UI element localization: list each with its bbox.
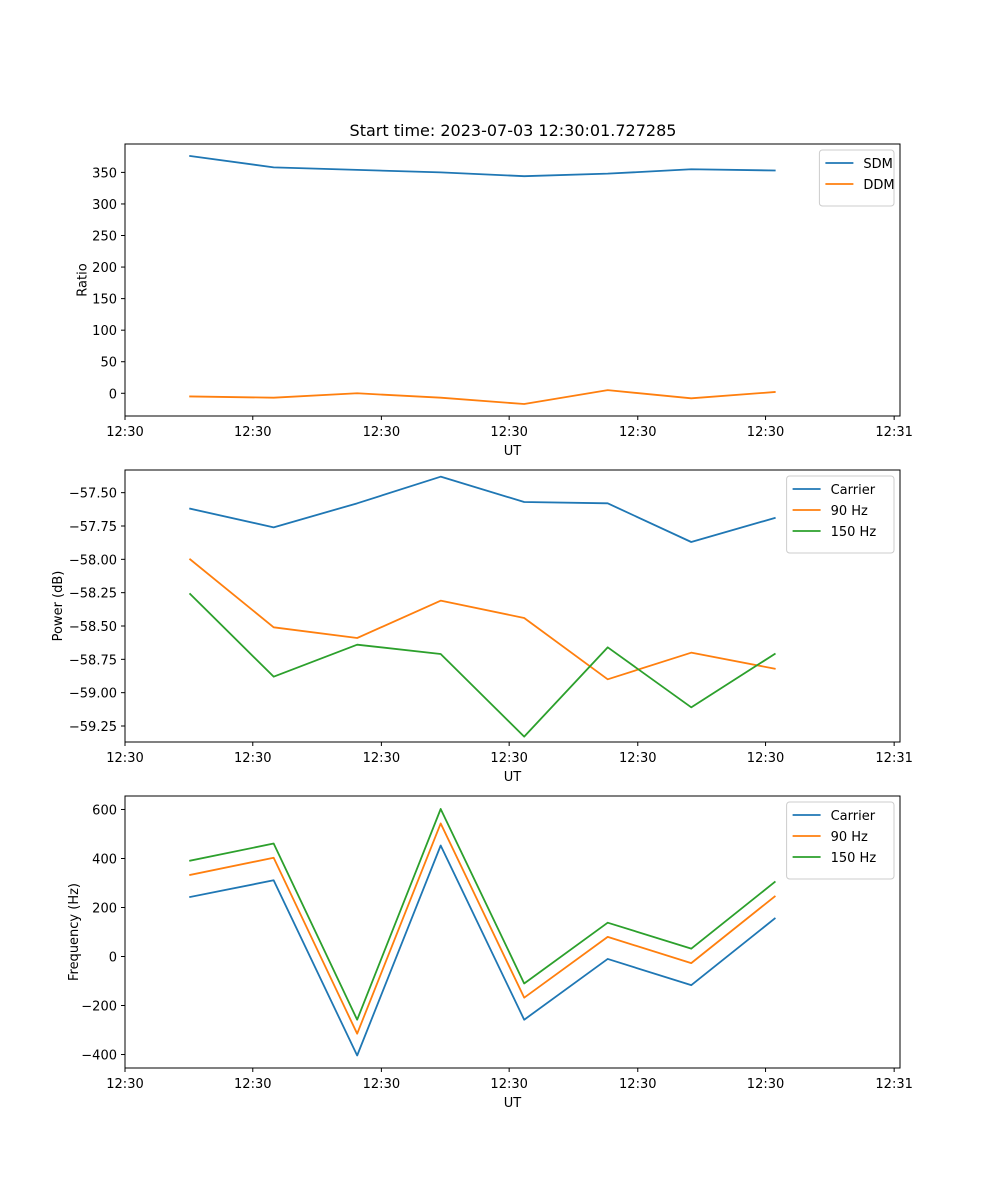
legend-label: 90 Hz xyxy=(831,504,868,519)
x-tick-label: 12:31 xyxy=(875,1077,912,1092)
legend-label: 150 Hz xyxy=(831,851,877,866)
y-tick-label: 0 xyxy=(109,951,117,966)
x-tick-label: 12:30 xyxy=(490,1077,527,1092)
series-line-90-hz xyxy=(188,558,776,681)
x-tick-label: 12:30 xyxy=(106,751,143,766)
figure-title: Start time: 2023-07-03 12:30:01.727285 xyxy=(350,121,677,140)
x-tick-label: 12:30 xyxy=(234,1077,271,1092)
chart-panel-3: 12:30 12:30 12:30 12:30 12:30 12:30 12:31 −400 −… xyxy=(67,795,913,1111)
y-tick-label: 350 xyxy=(92,166,117,181)
legend-label: DDM xyxy=(863,178,894,193)
legend-label: 90 Hz xyxy=(831,830,868,845)
series-line-150-hz xyxy=(189,808,776,1021)
legend-label: 150 Hz xyxy=(831,525,877,540)
y-tick-label: 0 xyxy=(109,387,117,402)
x-tick-label: 12:30 xyxy=(747,751,784,766)
y-tick-label: 250 xyxy=(92,230,117,245)
x-axis-label: UT xyxy=(504,1096,522,1111)
y-axis-label: Power (dB) xyxy=(51,571,66,642)
y-tick-label: −57.50 xyxy=(69,487,117,502)
x-tick-label: 12:30 xyxy=(363,425,400,440)
chart-panel-2: 12:30 12:30 12:30 12:30 12:30 12:30 12:31 −59.2… xyxy=(51,469,913,785)
legend-box xyxy=(818,149,895,207)
y-tick-label: 200 xyxy=(92,261,117,276)
x-tick-label: 12:30 xyxy=(234,751,271,766)
legend: Carrier 90 Hz 150 Hz xyxy=(786,801,895,880)
plot-frame xyxy=(124,469,901,743)
x-tick-label: 12:30 xyxy=(106,1077,143,1092)
y-tick-label: 600 xyxy=(92,803,117,818)
x-tick-label: 12:30 xyxy=(234,425,271,440)
y-tick-label: 200 xyxy=(92,901,117,916)
y-tick-label: −58.75 xyxy=(69,653,117,668)
y-tick-label: −59.00 xyxy=(69,687,117,702)
series-line-90-hz xyxy=(189,822,776,1035)
series-line-ddm xyxy=(189,389,776,405)
y-tick-label: −58.25 xyxy=(69,587,117,602)
plot-frame xyxy=(124,143,901,417)
x-tick-label: 12:30 xyxy=(747,425,784,440)
plot-frame xyxy=(124,795,901,1069)
legend: SDM DDM xyxy=(818,149,895,207)
y-tick-label: 300 xyxy=(92,198,117,213)
x-axis-label: UT xyxy=(504,444,522,459)
y-tick-label: 100 xyxy=(92,324,117,339)
y-tick-label: −57.75 xyxy=(69,520,117,535)
y-tick-label: 150 xyxy=(92,293,117,308)
series-line-150-hz xyxy=(188,592,776,738)
x-tick-label: 12:30 xyxy=(747,1077,784,1092)
x-tick-label: 12:30 xyxy=(619,1077,656,1092)
legend-box xyxy=(786,801,895,880)
legend-label: SDM xyxy=(863,157,892,172)
x-tick-label: 12:30 xyxy=(619,425,656,440)
y-tick-label: −200 xyxy=(81,1000,117,1015)
legend-label: Carrier xyxy=(831,483,876,498)
y-tick-label: −400 xyxy=(81,1049,117,1064)
y-tick-label: −58.00 xyxy=(69,553,117,568)
x-tick-label: 12:30 xyxy=(619,751,656,766)
x-tick-label: 12:30 xyxy=(363,1077,400,1092)
series-line-carrier xyxy=(189,844,776,1057)
y-tick-label: 50 xyxy=(100,356,117,371)
x-tick-label: 12:30 xyxy=(363,751,400,766)
y-axis-label: Frequency (Hz) xyxy=(67,883,82,981)
series-line-carrier xyxy=(189,475,776,543)
series-line-sdm xyxy=(189,154,776,178)
x-tick-label: 12:30 xyxy=(490,425,527,440)
x-tick-label: 12:30 xyxy=(490,751,527,766)
x-tick-label: 12:31 xyxy=(875,425,912,440)
y-tick-label: −58.50 xyxy=(69,620,117,635)
y-axis-label: Ratio xyxy=(75,263,90,296)
legend: Carrier 90 Hz 150 Hz xyxy=(786,475,895,554)
x-axis-label: UT xyxy=(504,770,522,785)
chart-panel-1: 12:30 12:30 12:30 12:30 12:30 12:30 12:31 0 50 10… xyxy=(75,143,913,459)
y-tick-label: 400 xyxy=(92,852,117,867)
x-tick-label: 12:31 xyxy=(875,751,912,766)
legend-box xyxy=(786,475,895,554)
y-tick-label: −59.25 xyxy=(69,720,117,735)
legend-label: Carrier xyxy=(831,809,876,824)
x-tick-label: 12:30 xyxy=(106,425,143,440)
